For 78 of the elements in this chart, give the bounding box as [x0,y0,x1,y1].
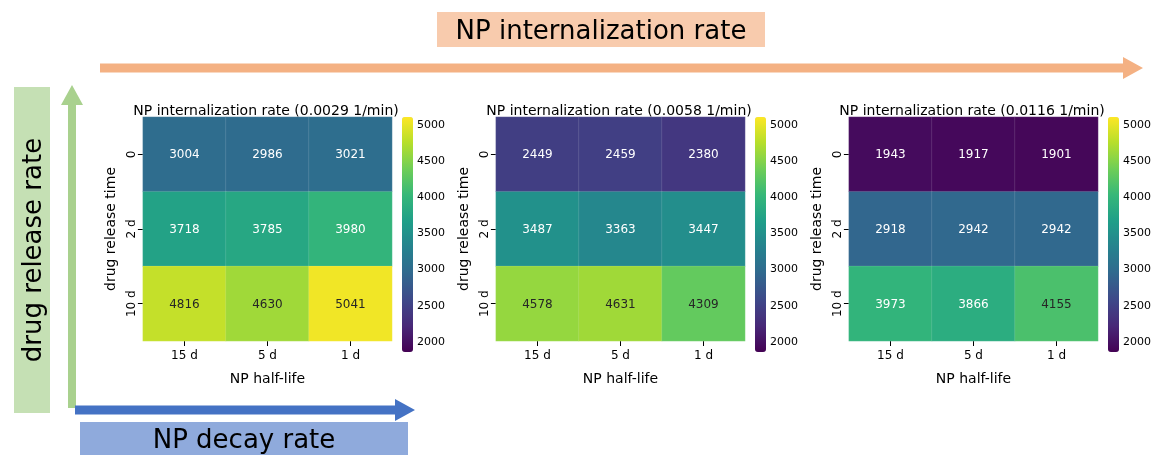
data-label: 4630 [252,296,283,311]
data-label: 4816 [169,296,200,311]
chart-title: NP internalization rate (0.0058 1/min) [486,102,752,118]
data-label: 3487 [522,222,553,236]
color-bar-label: 3500 [417,226,446,240]
data-label: 3980 [335,222,366,236]
color-bar-label: 2500 [1123,298,1152,312]
y-tick-label: 0 [476,150,491,159]
x-tick-label: 5 d [610,348,630,362]
data-label: 3718 [169,222,200,236]
color-bar-label: 3500 [770,226,799,240]
data-label: 3004 [169,147,200,162]
data-label: 2942 [1041,222,1072,236]
y-tick-label: 2 d [829,219,844,239]
y-axis-title: drug release time [102,167,118,291]
color-bar-label: 3500 [1123,226,1152,240]
color-bar-label: 4500 [1123,153,1152,167]
y-tick-label: 10 d [476,290,491,318]
data-label: 2380 [688,147,719,162]
color-bar-label: 2000 [770,334,799,348]
chart-title: NP internalization rate (0.0029 1/min) [133,102,399,118]
y-tick-label: 2 d [123,219,138,239]
color-bar-label: 5000 [417,117,446,131]
y-tick-label: 0 [123,150,138,159]
data-label: 2918 [875,222,906,236]
x-tick-label: 5 d [963,348,983,362]
color-bar-label: 2000 [417,334,446,348]
x-tick-label: 5 d [257,348,277,362]
data-label: 1917 [958,147,989,162]
data-label: 1943 [875,147,906,162]
data-label: 3447 [688,222,719,236]
x-axis-title: NP half-life [229,370,306,386]
color-bar-label: 2500 [417,298,446,312]
x-tick-label: 15 d [524,348,551,362]
data-label: 3021 [335,147,366,162]
data-label: 3866 [958,296,989,311]
y-axis-title: drug release time [808,167,824,291]
color-bar-label: 5000 [770,117,799,131]
x-axis-title: NP half-life [935,370,1012,386]
data-label: 4631 [605,296,636,311]
data-label: 5041 [335,296,366,311]
data-label: 3363 [605,222,636,236]
y-axis-title: drug release time [455,167,471,291]
y-tick-label: 0 [829,150,844,159]
color-bar-label: 4000 [417,190,446,204]
color-bar-label: 4500 [770,153,799,167]
x-tick-label: 15 d [877,348,904,362]
data-label: 2459 [605,147,636,162]
color-bar-label: 4000 [770,190,799,204]
data-label: 4309 [688,296,719,311]
data-label: 3785 [252,222,283,236]
color-bar-label: 2500 [770,298,799,312]
color-bar-label: 4000 [1123,190,1152,204]
color-bar-label: 2000 [1123,334,1152,348]
data-label: 3973 [875,296,906,311]
data-label: 1901 [1041,147,1072,162]
color-bar-label: 4500 [417,153,446,167]
x-axis-title: NP half-life [582,370,659,386]
data-label: 4578 [522,296,553,311]
data-label: 2449 [522,147,553,162]
y-tick-label: 10 d [829,290,844,318]
color-bar-label: 5000 [1123,117,1152,131]
color-bar-label: 3000 [417,262,446,276]
color-bar-label: 3000 [770,262,799,276]
x-tick-label: 1 d [340,348,361,362]
chart-title: NP internalization rate (0.0116 1/min) [839,102,1105,118]
text: NP internalization rate [455,14,747,45]
text: drug release rate [17,137,48,363]
x-tick-label: 1 d [693,348,714,362]
y-tick-label: 10 d [123,290,138,318]
text: NP decay rate [152,423,336,454]
data-label: 2986 [252,147,283,162]
color-bar-label: 3000 [1123,262,1152,276]
data-label: 2942 [958,222,989,236]
data-label: 4155 [1041,296,1072,311]
y-tick-label: 2 d [476,219,491,239]
x-tick-label: 15 d [171,348,198,362]
x-tick-label: 1 d [1046,348,1067,362]
